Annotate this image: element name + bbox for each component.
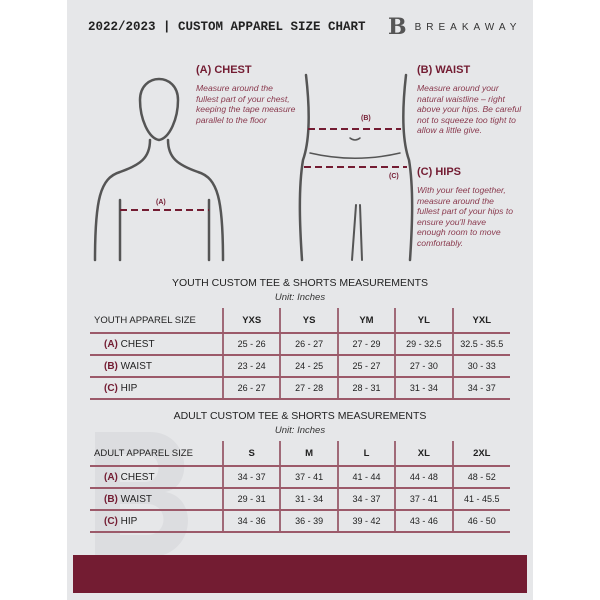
- cell: 25 - 26: [221, 332, 281, 356]
- row-label: (C) HIP: [90, 377, 223, 400]
- chest-tag: (A): [156, 199, 166, 206]
- hips-heading: (C) HIPS: [417, 166, 461, 178]
- row-label: (C) HIP: [90, 510, 223, 533]
- cell: 31 - 34: [394, 377, 453, 400]
- cell: 48 - 52: [451, 465, 510, 489]
- row-label: (A) CHEST: [90, 332, 223, 356]
- cell: 27 - 29: [336, 332, 396, 356]
- row-label: (B) WAIST: [90, 355, 223, 378]
- cell: 43 - 46: [394, 510, 453, 533]
- cell: 32.5 - 35.5: [451, 332, 510, 356]
- row-label: (A) CHEST: [90, 465, 223, 489]
- cell: 46 - 50: [451, 510, 510, 533]
- hips-instructions: With your feet together, measure around …: [417, 185, 514, 248]
- row-label-text: HIP: [120, 382, 138, 394]
- cell: 26 - 27: [221, 377, 281, 400]
- row-label-text: HIP: [120, 515, 138, 527]
- header-cell: S: [221, 441, 281, 467]
- header-cell: XL: [394, 441, 453, 467]
- row-label-text: CHEST: [120, 338, 155, 350]
- cell: 41 - 44: [336, 465, 396, 489]
- header-cell: YXL: [451, 308, 510, 334]
- row-label: (B) WAIST: [90, 488, 223, 511]
- row-letter: (A): [104, 471, 118, 483]
- table-row: (B) WAIST 29 - 31 31 - 34 34 - 37 37 - 4…: [90, 488, 510, 511]
- cell: 24 - 25: [279, 355, 338, 378]
- header-cell: YS: [279, 308, 338, 334]
- cell: 34 - 36: [221, 510, 281, 533]
- header-cell: YM: [336, 308, 396, 334]
- waist-tag: (B): [361, 115, 371, 122]
- table-row: (C) HIP 34 - 36 36 - 39 39 - 42 43 - 46 …: [90, 510, 510, 533]
- adult-table-unit: Unit: Inches: [274, 425, 326, 436]
- row-label-text: WAIST: [120, 493, 152, 505]
- adult-size-table: ADULT APPAREL SIZE S M L XL 2XL (A) CHES…: [90, 441, 510, 533]
- table-header-row: YOUTH APPAREL SIZE YXS YS YM YL YXL: [90, 308, 510, 334]
- cell: 30 - 33: [451, 355, 510, 378]
- cell: 23 - 24: [221, 355, 281, 378]
- waist-line: [309, 152, 401, 159]
- logo-mark: B: [388, 14, 407, 40]
- cell: 34 - 37: [451, 377, 510, 400]
- table-row: (A) CHEST 34 - 37 37 - 41 41 - 44 44 - 4…: [90, 465, 510, 489]
- cell: 29 - 31: [221, 488, 281, 511]
- youth-table-unit: Unit: Inches: [274, 292, 326, 303]
- header-cell: YOUTH APPAREL SIZE: [90, 308, 223, 334]
- table-row: (B) WAIST 23 - 24 24 - 25 25 - 27 27 - 3…: [90, 355, 510, 378]
- header-cell: ADULT APPAREL SIZE: [90, 441, 223, 467]
- navel: [349, 137, 361, 141]
- right-shoulder: [166, 138, 225, 262]
- cell: 29 - 32.5: [394, 332, 453, 356]
- chest-heading: (A) CHEST: [196, 64, 252, 76]
- header-cell: 2XL: [451, 441, 510, 467]
- header-cell: YL: [394, 308, 453, 334]
- cell: 28 - 31: [336, 377, 396, 400]
- youth-size-table: YOUTH APPAREL SIZE YXS YS YM YL YXL (A) …: [90, 308, 510, 400]
- torso-left: [298, 73, 310, 262]
- cell: 26 - 27: [279, 332, 338, 356]
- cell: 37 - 41: [394, 488, 453, 511]
- cell: 39 - 42: [336, 510, 396, 533]
- cell: 41 - 45.5: [451, 488, 510, 511]
- leg-line: [351, 204, 363, 261]
- cell: 34 - 37: [336, 488, 396, 511]
- table-header-row: ADULT APPAREL SIZE S M L XL 2XL: [90, 441, 510, 467]
- cell: 34 - 37: [221, 465, 281, 489]
- row-letter: (A): [104, 338, 118, 350]
- page-title: 2022/2023 | CUSTOM APPAREL SIZE CHART: [88, 20, 366, 34]
- adult-table-title: ADULT CUSTOM TEE & SHORTS MEASUREMENTS: [173, 410, 427, 422]
- row-letter: (B): [104, 493, 118, 505]
- cell: 36 - 39: [279, 510, 338, 533]
- cell: 31 - 34: [279, 488, 338, 511]
- row-label-text: WAIST: [120, 360, 152, 372]
- waist-heading: (B) WAIST: [417, 64, 471, 76]
- header-cell: L: [336, 441, 396, 467]
- footer-bar: [73, 555, 527, 593]
- cell: 37 - 41: [279, 465, 338, 489]
- torso-right: [402, 73, 414, 262]
- head-outline: [138, 77, 180, 142]
- hips-tag: (C): [389, 173, 399, 180]
- brand-logo: B BREAKAWAY: [388, 16, 521, 38]
- row-letter: (C): [104, 382, 118, 394]
- left-shoulder: [93, 138, 152, 262]
- chest-instructions: Measure around the fullest part of your …: [196, 83, 296, 125]
- table-row: (C) HIP 26 - 27 27 - 28 28 - 31 31 - 34 …: [90, 377, 510, 400]
- cell: 44 - 48: [394, 465, 453, 489]
- cell: 27 - 30: [394, 355, 453, 378]
- brand-name: BREAKAWAY: [414, 21, 522, 33]
- cell: 27 - 28: [279, 377, 338, 400]
- table-row: (A) CHEST 25 - 26 26 - 27 27 - 29 29 - 3…: [90, 332, 510, 356]
- row-letter: (B): [104, 360, 118, 372]
- waist-instructions: Measure around your natural waistline – …: [417, 83, 522, 136]
- header-cell: YXS: [221, 308, 281, 334]
- row-label-text: CHEST: [120, 471, 155, 483]
- cell: 25 - 27: [336, 355, 396, 378]
- row-letter: (C): [104, 515, 118, 527]
- youth-table-title: YOUTH CUSTOM TEE & SHORTS MEASUREMENTS: [171, 277, 429, 289]
- header-cell: M: [279, 441, 338, 467]
